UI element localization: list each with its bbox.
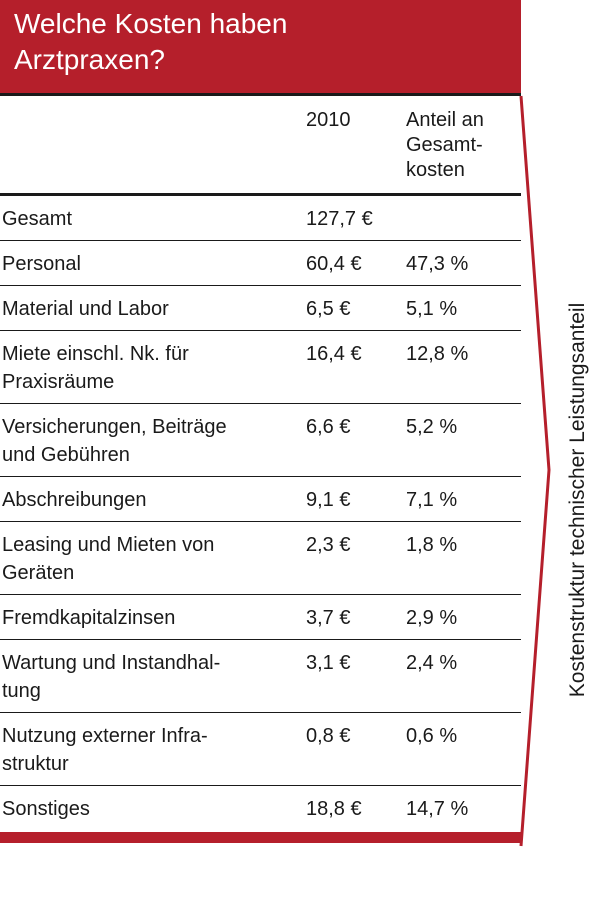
header: Welche Kosten haben Arztpraxen? bbox=[0, 0, 521, 93]
row-share: 47,3 % bbox=[400, 240, 521, 286]
column-header-share: Anteil an Gesamt-kosten bbox=[400, 93, 521, 196]
table-row: Sonstiges 18,8 € 14,7 % bbox=[0, 786, 521, 831]
row-value-2010: 0,8 € bbox=[300, 712, 400, 786]
table-header: 2010 Anteil an Gesamt-kosten bbox=[0, 93, 521, 196]
table-row: Abschreibungen 9,1 €7,1 % bbox=[0, 476, 521, 522]
bottom-bar bbox=[0, 832, 521, 843]
row-share: 5,2 % bbox=[400, 403, 521, 477]
row-label: Material und Labor bbox=[0, 285, 300, 331]
row-label: Wartung und Instandhal-tung bbox=[0, 639, 300, 713]
row-label-line: Versicherungen, Beiträge bbox=[2, 416, 227, 438]
column-header-label bbox=[0, 93, 300, 196]
row-share: 1,8 % bbox=[400, 521, 521, 595]
row-value-2010: 6,5 € bbox=[300, 285, 400, 331]
row-label-line: und Gebühren bbox=[2, 444, 130, 466]
header-title-line-2: Arztpraxen? bbox=[14, 44, 165, 75]
side-label: Kostenstruktur technischer Leistungsante… bbox=[566, 302, 589, 698]
row-label-line: Abschreibungen bbox=[2, 489, 147, 511]
row-value-2010: 3,7 € bbox=[300, 594, 400, 640]
row-label-line: Material und Labor bbox=[2, 298, 169, 320]
row-value-2010: 6,6 € bbox=[300, 403, 400, 477]
header-background bbox=[0, 0, 521, 93]
column-header-share-line: kosten bbox=[406, 159, 465, 181]
table-header-row: 2010 Anteil an Gesamt-kosten bbox=[0, 93, 521, 196]
table-row: Material und Labor 6,5 €5,1 % bbox=[0, 285, 521, 331]
row-label-line: Praxisräume bbox=[2, 371, 115, 393]
row-label-line: Fremdkapitalzinsen bbox=[2, 607, 176, 629]
row-share: 14,7 % bbox=[406, 798, 469, 820]
row-label: Miete einschl. Nk. für Praxisräume bbox=[0, 330, 300, 404]
row-value-2010: 2,3 € bbox=[300, 521, 400, 595]
table-row: Personal 60,4 €47,3 % bbox=[0, 240, 521, 286]
row-label-line: Gesamt bbox=[2, 208, 73, 230]
table-row: Gesamt 127,7 € bbox=[0, 194, 521, 241]
row-share: 0,6 % bbox=[400, 712, 521, 786]
row-label-line: Nutzung externer Infra- bbox=[2, 725, 208, 747]
row-label: Sonstiges bbox=[0, 786, 300, 831]
row-share: 12,8 % bbox=[400, 330, 521, 404]
row-share bbox=[400, 194, 521, 241]
table-row: Versicherungen, Beiträge und Gebühren 6,6 … bbox=[0, 403, 521, 477]
cost-table: 2010 Anteil an Gesamt-kosten Gesamt 127,7 … bbox=[0, 93, 521, 830]
row-share: 5,1 % bbox=[400, 285, 521, 331]
column-header-year-line: 2010 bbox=[306, 109, 351, 131]
row-share: 2,4 % bbox=[400, 639, 521, 713]
row-label: Fremdkapitalzinsen bbox=[0, 594, 300, 640]
row-label-line: struktur bbox=[2, 753, 69, 775]
row-label-line: Personal bbox=[2, 253, 81, 275]
table-row: Nutzung externer Infra-struktur 0,8 €0,6 … bbox=[0, 712, 521, 786]
row-share: 7,1 % bbox=[400, 476, 521, 522]
row-label-line: Sonstiges bbox=[2, 798, 90, 820]
cost-table-wrapper: 2010 Anteil an Gesamt-kosten Gesamt 127,7 … bbox=[0, 93, 521, 830]
row-label-line: Geräten bbox=[2, 562, 75, 584]
column-header-share-line: Anteil an bbox=[406, 109, 484, 131]
table-body: Gesamt 127,7 € Personal 60,4 €47,3 % Materia… bbox=[0, 194, 521, 831]
row-value-2010: 9,1 € bbox=[300, 476, 400, 522]
row-share: 2,9 % bbox=[400, 594, 521, 640]
row-label: Nutzung externer Infra-struktur bbox=[0, 712, 300, 786]
row-label: Gesamt bbox=[0, 194, 300, 241]
row-label: Abschreibungen bbox=[0, 476, 300, 522]
row-label: Leasing und Mieten von Geräten bbox=[0, 521, 300, 595]
row-value-2010: 3,1 € bbox=[300, 639, 400, 713]
row-value-2010: 60,4 € bbox=[300, 240, 400, 286]
table-row: Miete einschl. Nk. für Praxisräume 16,4 €1… bbox=[0, 330, 521, 404]
table-row: Wartung und Instandhal-tung 3,1 €2,4 % bbox=[0, 639, 521, 713]
row-label-line: Miete einschl. Nk. für bbox=[2, 343, 189, 365]
row-label-line: Leasing und Mieten von bbox=[2, 534, 215, 556]
row-label-line: tung bbox=[2, 680, 41, 702]
table-row: Fremdkapitalzinsen 3,7 €2,9 % bbox=[0, 594, 521, 640]
row-label: Personal bbox=[0, 240, 300, 286]
row-label-line: Wartung und Instandhal- bbox=[2, 652, 221, 674]
header-title-line-1: Welche Kosten haben bbox=[14, 8, 288, 39]
column-header-year: 2010 bbox=[300, 93, 400, 196]
column-header-share-line: Gesamt- bbox=[406, 134, 483, 156]
side-arrow-outline bbox=[519, 95, 551, 847]
row-value-2010: 127,7 € bbox=[300, 194, 400, 241]
row-value-2010: 16,4 € bbox=[300, 330, 400, 404]
row-value-2010: 18,8 € bbox=[306, 798, 362, 820]
table-row: Leasing und Mieten von Geräten 2,3 €1,8 % bbox=[0, 521, 521, 595]
row-label: Versicherungen, Beiträge und Gebühren bbox=[0, 403, 300, 477]
